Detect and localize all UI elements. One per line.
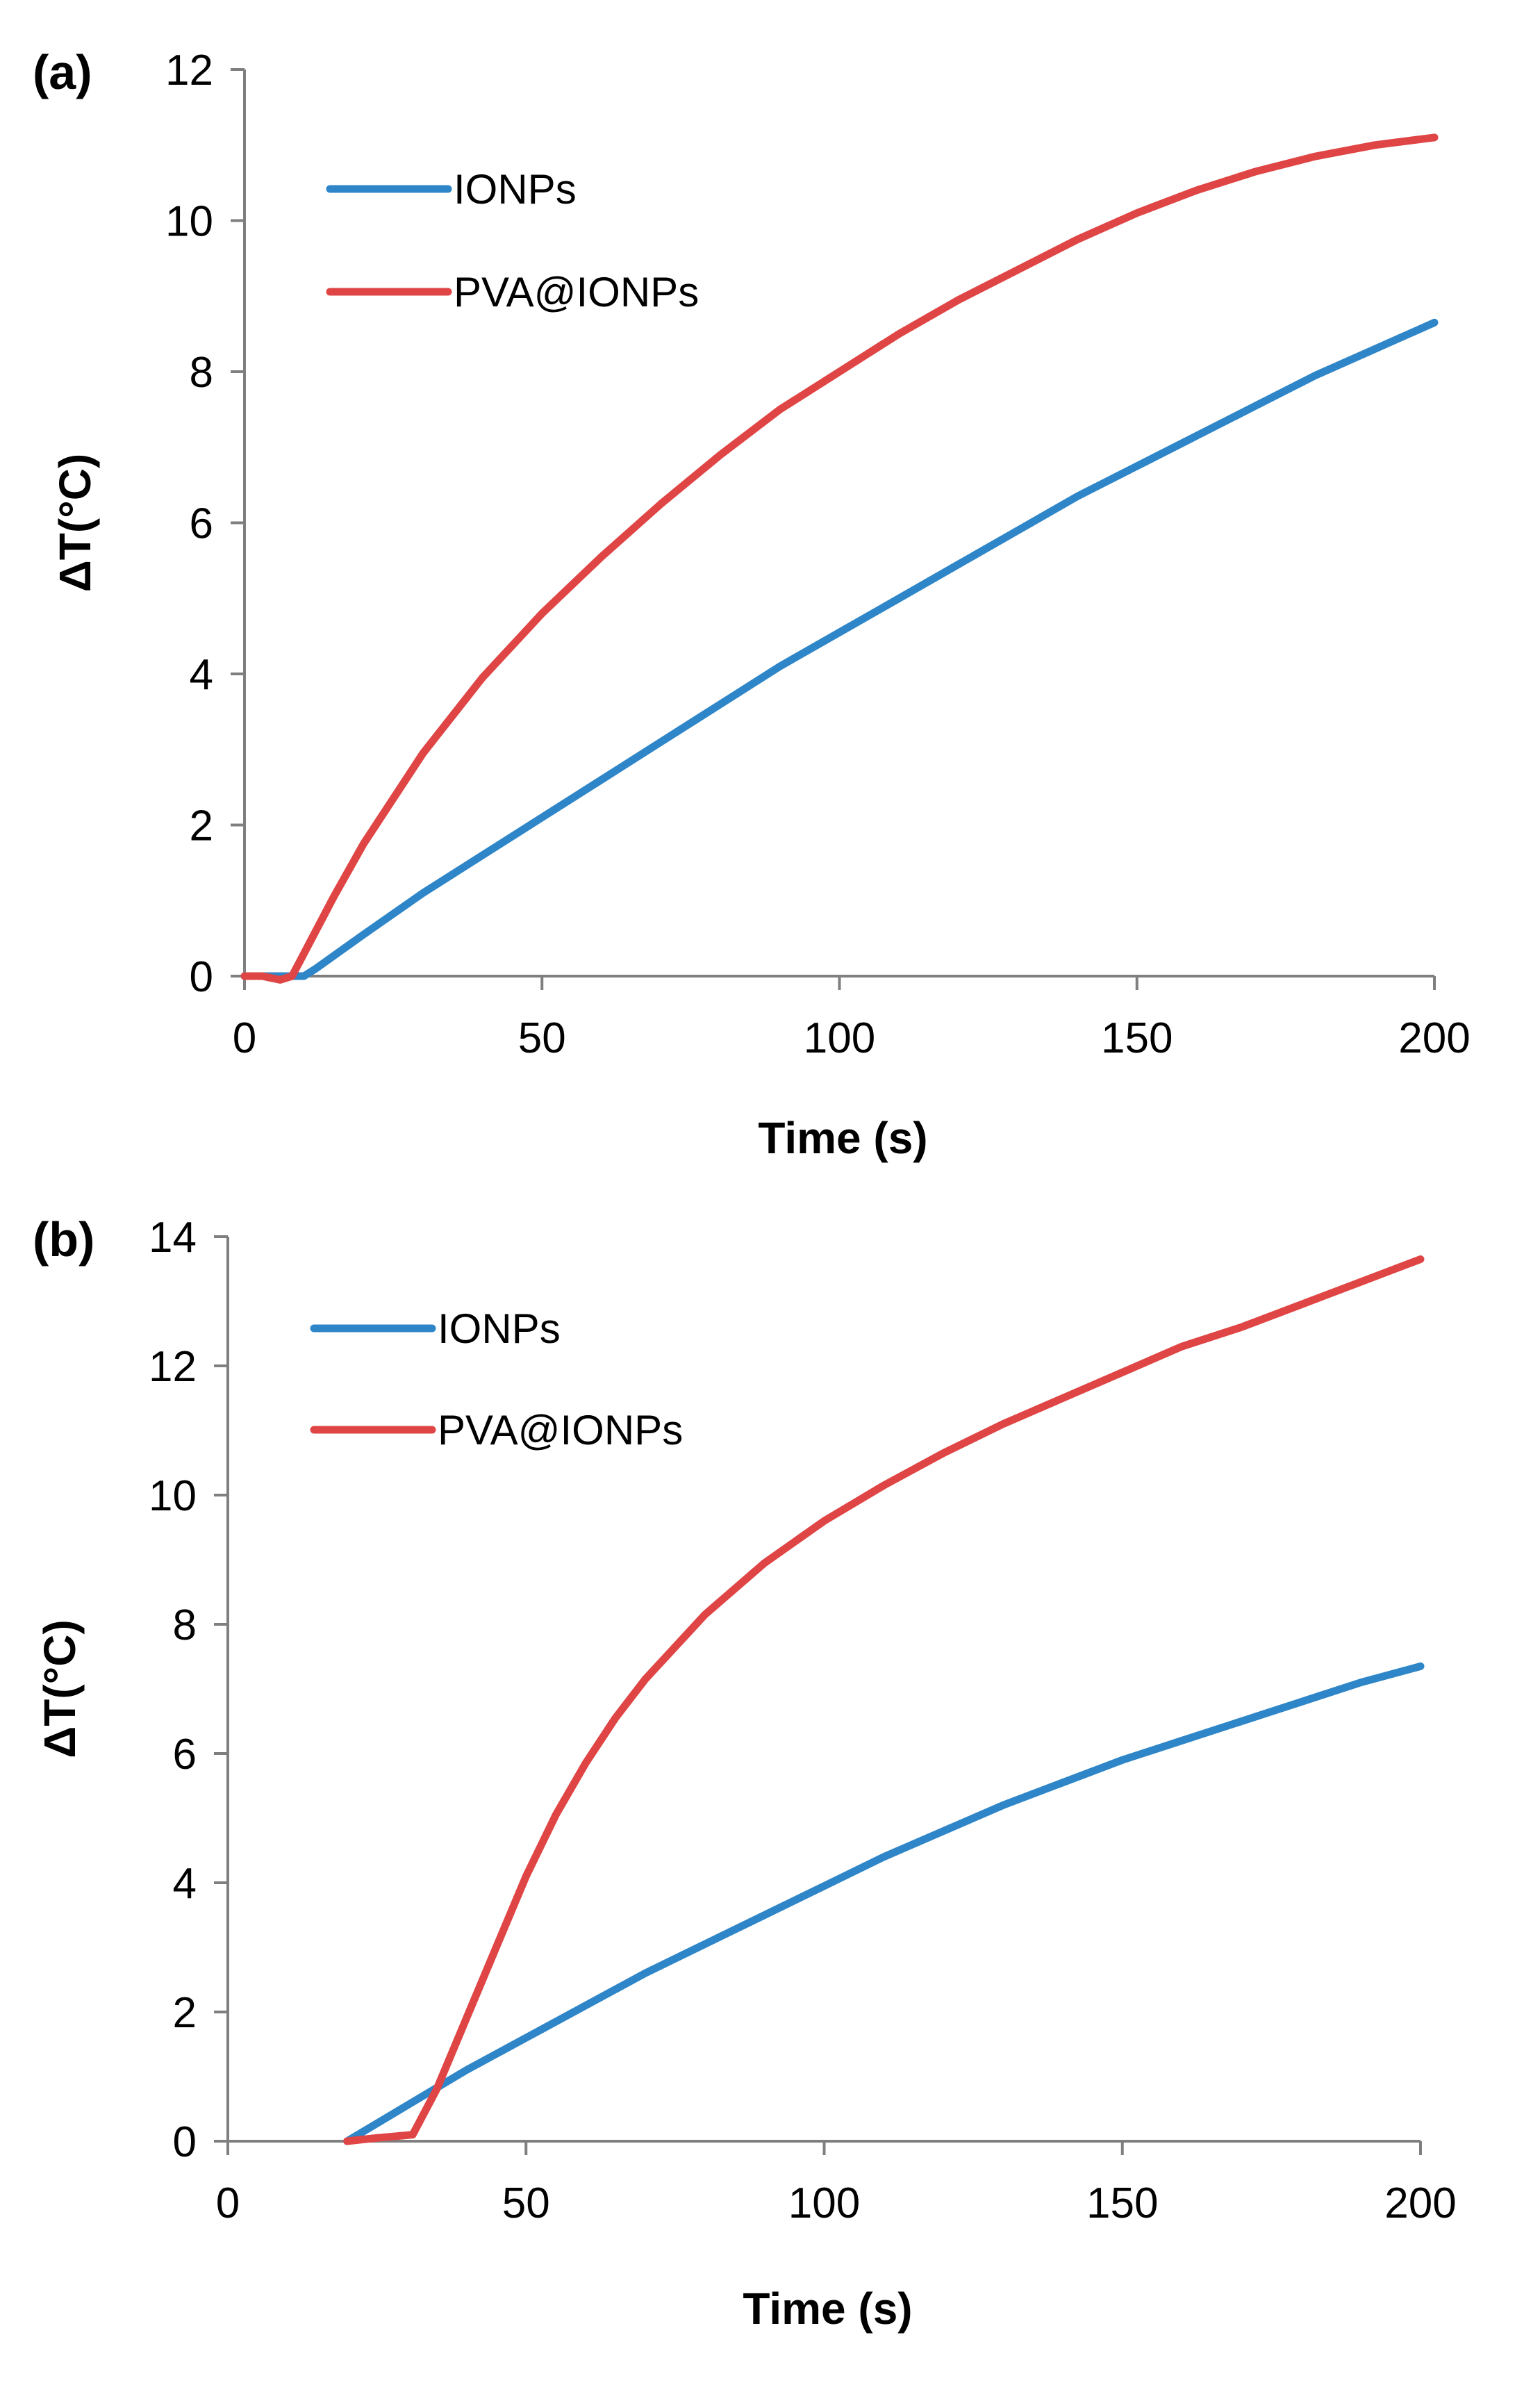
y-axis-title: ΔT(°C)	[35, 1619, 85, 1758]
legend-label: PVA@IONPs	[454, 269, 699, 315]
x-tick-label: 50	[502, 2179, 550, 2227]
y-tick-label: 0	[190, 953, 213, 1001]
x-tick-label: 0	[216, 2179, 240, 2227]
legend-label: PVA@IONPs	[438, 1407, 683, 1453]
y-tick-label: 10	[149, 1472, 197, 1520]
y-tick-label: 4	[190, 651, 213, 699]
panel-label: (a)	[33, 45, 92, 99]
y-tick-label: 4	[173, 1860, 197, 1908]
y-tick-label: 6	[190, 500, 213, 548]
x-tick-label: 100	[788, 2179, 860, 2227]
series-line-ionps	[343, 1662, 1425, 2145]
y-tick-label: 12	[165, 47, 213, 94]
y-tick-label: 2	[173, 1989, 197, 2037]
chart-panel-1: 0 2 4 6 8 10 12 14 0 50 100 150 200 Time (s) ΔT(°C) (b)…	[33, 1212, 1457, 2334]
legend-label: IONPs	[454, 166, 577, 213]
x-axis-title: Time (s)	[758, 1113, 927, 1163]
x-tick-label: 0	[233, 1014, 256, 1062]
y-tick-label: 6	[173, 1731, 197, 1779]
series-line-pvaionps	[343, 1255, 1425, 2145]
x-tick-label: 200	[1384, 2179, 1456, 2227]
y-axis-title: ΔT(°C)	[50, 454, 100, 593]
x-tick-label: 150	[1086, 2179, 1158, 2227]
panel-label: (b)	[33, 1212, 94, 1267]
y-tick-label: 8	[190, 349, 213, 397]
y-tick-label: 14	[149, 1214, 197, 1262]
x-tick-label: 50	[518, 1014, 566, 1062]
x-axis-title: Time (s)	[743, 2284, 912, 2334]
x-tick-label: 150	[1101, 1014, 1173, 1062]
x-tick-label: 100	[804, 1014, 875, 1062]
y-tick-label: 8	[173, 1601, 197, 1649]
series-line-ionps	[240, 318, 1439, 980]
y-tick-label: 2	[190, 802, 213, 850]
y-tick-label: 10	[165, 198, 213, 246]
chart-panel-0: 0 2 4 6 8 10 12 0 50 100 150 200 Time (s) ΔT(°C) (a) IO…	[33, 45, 1471, 1163]
y-tick-label: 12	[149, 1343, 197, 1391]
y-tick-label: 0	[173, 2118, 197, 2166]
series-line-pvaionps	[240, 133, 1439, 984]
legend-label: IONPs	[438, 1305, 561, 1352]
x-tick-label: 200	[1398, 1014, 1470, 1062]
